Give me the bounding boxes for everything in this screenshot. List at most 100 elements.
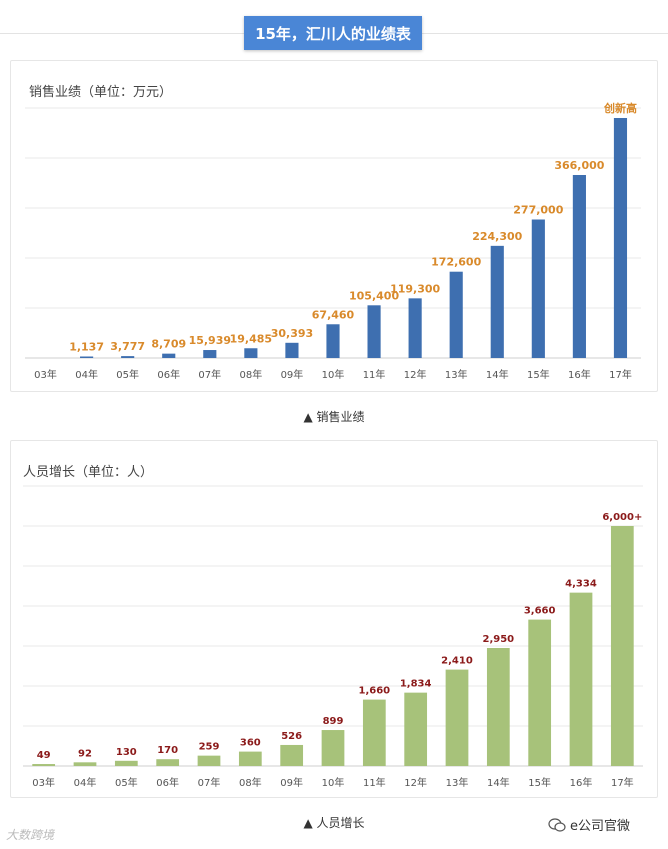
data-label: 172,600	[431, 256, 481, 269]
bar	[73, 762, 97, 766]
bar	[569, 592, 593, 766]
staff-chart-title: 人员增长（单位：人）	[23, 465, 154, 480]
x-tick-label: 09年	[280, 776, 303, 789]
x-tick-label: 07年	[198, 776, 221, 789]
bar	[445, 669, 469, 766]
data-label: 2,950	[483, 634, 515, 645]
bar	[610, 526, 634, 766]
data-label: 30,393	[271, 327, 313, 340]
x-tick-label: 15年	[528, 776, 551, 789]
bar	[32, 764, 56, 766]
header-title: 15年，汇川人的业绩表	[244, 16, 422, 50]
x-tick-label: 04年	[74, 776, 97, 789]
bar	[572, 175, 586, 358]
data-label: 899	[323, 716, 344, 727]
data-label: 创新高	[603, 101, 637, 115]
data-label: 1,834	[400, 679, 432, 690]
data-label: 49	[37, 750, 51, 761]
staff-chart-caption: ▲ 人员增长	[303, 816, 365, 830]
data-label: 366,000	[554, 159, 604, 172]
x-tick-label: 17年	[609, 368, 632, 381]
x-tick-label: 03年	[32, 776, 55, 789]
x-tick-label: 15年	[527, 368, 550, 381]
bar	[490, 245, 504, 358]
x-tick-label: 09年	[281, 368, 304, 381]
data-label: 1,137	[69, 341, 104, 354]
bar	[528, 619, 552, 766]
x-tick-label: 08年	[239, 368, 262, 381]
x-tick-label: 08年	[239, 776, 262, 789]
x-tick-label: 06年	[157, 368, 180, 381]
bar	[121, 356, 135, 358]
staff-bar-chart: 49 03年 92 04年 130 05年 170 06年 259 07年 360 08年 526 09年…	[23, 485, 643, 789]
data-label: 360	[240, 738, 261, 749]
bar	[531, 219, 545, 358]
bar	[367, 305, 381, 358]
data-label: 105,400	[349, 289, 399, 302]
x-tick-label: 13年	[445, 368, 468, 381]
x-tick-label: 12年	[404, 368, 427, 381]
bar	[238, 751, 262, 766]
data-label: 2,410	[441, 656, 473, 667]
data-label: 170	[157, 745, 178, 756]
wechat-icon	[548, 817, 566, 832]
bar	[362, 699, 386, 766]
sales-chart-caption: ▲ 销售业绩	[303, 410, 365, 424]
data-label: 224,300	[472, 230, 522, 243]
bar	[80, 356, 94, 358]
watermark-left: 大数跨境	[6, 828, 55, 842]
x-tick-label: 04年	[75, 368, 98, 381]
data-label: 6,000+	[602, 512, 642, 523]
x-tick-label: 07年	[198, 368, 221, 381]
bar	[486, 648, 510, 766]
bar	[280, 744, 304, 766]
bar	[244, 348, 258, 358]
x-tick-label: 11年	[363, 368, 386, 381]
data-label: 1,660	[359, 686, 391, 697]
data-label: 92	[78, 748, 92, 759]
data-label: 3,777	[110, 340, 145, 353]
bar	[114, 760, 138, 766]
x-tick-label: 03年	[34, 368, 57, 381]
data-label: 15,939	[189, 334, 231, 347]
data-label: 19,485	[230, 332, 272, 345]
bar	[162, 353, 176, 358]
data-label: 130	[116, 747, 137, 758]
x-tick-label: 11年	[363, 776, 386, 789]
data-label: 3,660	[524, 606, 556, 617]
x-tick-label: 10年	[322, 776, 345, 789]
bar	[449, 271, 463, 358]
x-tick-label: 05年	[115, 776, 138, 789]
data-label: 67,460	[312, 308, 355, 321]
bar	[326, 324, 340, 358]
x-tick-label: 12年	[404, 776, 427, 789]
x-tick-label: 06年	[156, 776, 179, 789]
bar	[203, 350, 217, 358]
footer-account-name: e公司官微	[570, 819, 630, 834]
data-label: 526	[281, 731, 302, 742]
x-tick-label: 13年	[446, 776, 469, 789]
bar	[613, 118, 628, 358]
sales-chart-title: 销售业绩（单位：万元）	[29, 85, 173, 100]
bar	[404, 692, 428, 766]
bar	[321, 730, 345, 766]
sales-chart-panel: 销售业绩（单位：万元） 03年 1,137 04年 3,777 05年 8,709 06年 1…	[10, 60, 658, 392]
data-label: 277,000	[513, 204, 563, 217]
bar	[408, 298, 422, 358]
x-tick-label: 14年	[486, 368, 509, 381]
data-label: 259	[199, 742, 220, 753]
bar	[285, 342, 299, 358]
x-tick-label: 17年	[611, 776, 634, 789]
x-tick-label: 16年	[568, 368, 591, 381]
data-label: 8,709	[151, 338, 186, 351]
data-label: 4,334	[565, 579, 597, 590]
bar	[197, 755, 221, 766]
footer-account: e公司官微	[548, 815, 630, 834]
sales-bar-chart: 03年 1,137 04年 3,777 05年 8,709 06年 15,939 07年 19,4…	[25, 101, 641, 381]
x-tick-label: 14年	[487, 776, 510, 789]
x-tick-label: 10年	[322, 368, 345, 381]
data-label: 119,300	[390, 282, 440, 295]
bar	[156, 759, 180, 766]
x-tick-label: 05年	[116, 368, 139, 381]
staff-chart-panel: 人员增长（单位：人） 49 03年 92 04年 130 05年 170 06年 259 07年 3…	[10, 440, 658, 798]
